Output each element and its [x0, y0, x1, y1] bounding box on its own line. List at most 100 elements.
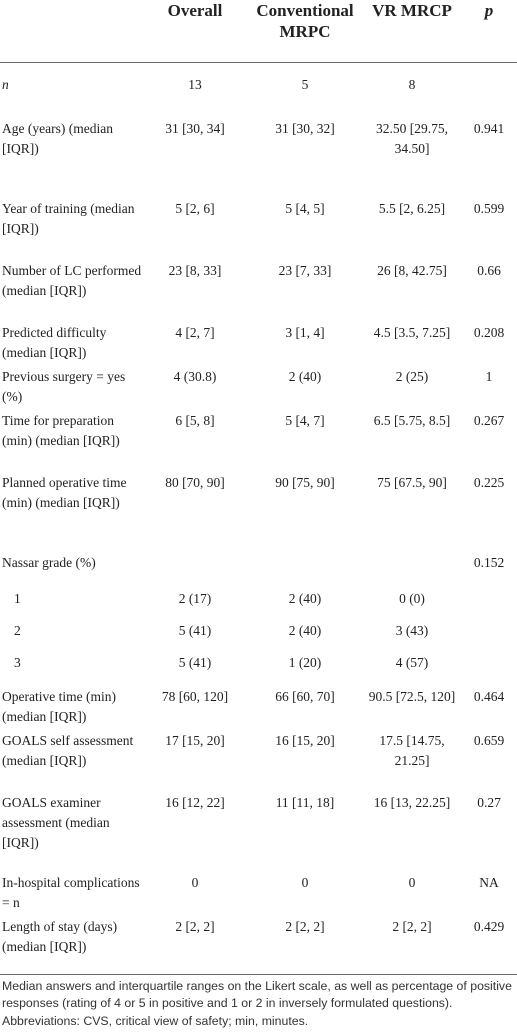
cell-vr: 32.50 [29.75, 34.50]: [376, 121, 448, 156]
cell-p-value: 0.152: [473, 555, 505, 570]
cell-overall: 4 [2, 7]: [175, 325, 215, 340]
cell-p-value: 0.225: [473, 475, 505, 490]
cell-p-value: 1: [485, 369, 493, 384]
row-label: Planned operative time (min) (median [IQ…: [2, 475, 127, 510]
row-label: GOALS self assessment (median [IQR]): [2, 733, 134, 768]
cell-vr: 2 [2, 2]: [392, 919, 432, 934]
cell-conventional: 2 (40): [288, 369, 322, 384]
cell-conventional: [247, 549, 363, 585]
table-row: Number of LC performed (median [IQR]) 23 …: [0, 257, 517, 319]
cell-p-value: 0.464: [473, 689, 505, 704]
cell-conventional: 23 [7, 33]: [278, 263, 332, 278]
row-label: n: [2, 77, 9, 92]
table-body: n 13 5 8 Age (years) (median [IQR]) 31 [30, 3…: [0, 62, 517, 958]
cell-p-value: 0.208: [473, 325, 505, 340]
results-table: Overall Conventional MRPC VR MRCP p n 13 5…: [0, 0, 517, 958]
header-p-value: p: [484, 1, 494, 20]
table-row: Operative time (min) (median [IQR]) 78 [6…: [0, 683, 517, 727]
cell-overall: 6 [5, 8]: [175, 413, 215, 428]
cell-vr: 0 (0): [399, 591, 425, 606]
cell-conventional: 16 [15, 20]: [275, 733, 335, 748]
row-label: Length of stay (days) (median [IQR]): [2, 919, 118, 954]
cell-vr: 4.5 [3.5, 7.25]: [373, 325, 451, 340]
cell-p-value: [461, 63, 517, 116]
cell-vr: 6.5 [5.75, 8.5]: [373, 413, 451, 428]
cell-conventional: 2 (40): [288, 591, 322, 606]
cell-conventional: 11 [11, 18]: [275, 795, 335, 810]
cell-conventional: 5 [4, 7]: [285, 413, 325, 428]
row-label: Operative time (min) (median [IQR]): [2, 689, 116, 724]
cell-conventional: 2 [2, 2]: [285, 919, 325, 934]
cell-vr: 17.5 [14.75, 21.25]: [379, 733, 445, 768]
table-row: 2 5 (41) 2 (40) 3 (43): [0, 617, 517, 649]
cell-conventional: 5 [4, 5]: [285, 201, 325, 216]
row-label: Nassar grade (%): [2, 555, 96, 570]
row-label: In-hospital complications = n: [2, 875, 140, 910]
row-label: 2: [14, 623, 21, 638]
cell-conventional: 0: [301, 875, 309, 890]
cell-vr: 0: [408, 875, 416, 890]
cell-p-value: [461, 617, 517, 649]
row-label: 1: [14, 591, 21, 606]
table-row: Predicted difficulty (median [IQR]) 4 [2,…: [0, 319, 517, 363]
table-row: Year of training (median [IQR]) 5 [2, 6] 5…: [0, 195, 517, 257]
cell-overall: 5 (41): [178, 655, 212, 670]
row-label: Predicted difficulty (median [IQR]): [2, 325, 107, 360]
table-row: Length of stay (days) (median [IQR]) 2 [2…: [0, 913, 517, 957]
cell-p-value: 0.599: [473, 201, 505, 216]
cell-overall: [143, 549, 247, 585]
cell-overall: 16 [12, 22]: [165, 795, 225, 810]
cell-conventional: 1 (20): [288, 655, 322, 670]
table-row: GOALS self assessment (median [IQR]) 17 […: [0, 727, 517, 789]
cell-p-value: [461, 649, 517, 683]
cell-vr: 4 (57): [395, 655, 429, 670]
cell-vr: 90.5 [72.5, 120]: [368, 689, 456, 704]
row-label: Age (years) (median [IQR]): [2, 121, 113, 156]
cell-vr: 2 (25): [395, 369, 429, 384]
cell-overall: 5 [2, 6]: [175, 201, 215, 216]
header-vr-mrcp: VR MRCP: [372, 1, 452, 20]
table-footnotes: Median answers and interquartile ranges …: [2, 978, 515, 1030]
cell-conventional: 5: [301, 77, 309, 92]
cell-conventional: 66 [60, 70]: [275, 689, 335, 704]
cell-conventional: 31 [30, 32]: [275, 121, 335, 136]
row-label: Time for preparation (min) (median [IQR]…: [2, 413, 120, 448]
row-label: Number of LC performed (median [IQR]): [2, 263, 142, 298]
cell-vr: 75 [67.5, 90]: [377, 475, 447, 490]
cell-p-value: 0.429: [473, 919, 505, 934]
cell-conventional: 3 [1, 4]: [285, 325, 325, 340]
row-label: 3: [14, 655, 21, 670]
cell-overall: 80 [70, 90]: [165, 475, 225, 490]
cell-conventional: 2 (40): [288, 623, 322, 638]
cell-overall: 5 (41): [178, 623, 212, 638]
table-row: Previous surgery = yes (%) 4 (30.8) 2 (40)…: [0, 363, 517, 407]
header-conventional-mrpc: Conventional MRPC: [256, 1, 354, 41]
cell-overall: 13: [188, 77, 202, 92]
row-label: Year of training (median [IQR]): [2, 201, 135, 236]
cell-vr: 5.5 [2, 6.25]: [378, 201, 446, 216]
table-row: n 13 5 8: [0, 62, 517, 116]
table-header-row: Overall Conventional MRPC VR MRCP p: [0, 0, 517, 63]
cell-overall: 23 [8, 33]: [168, 263, 222, 278]
table-row: In-hospital complications = n 0 0 0 NA: [0, 869, 517, 913]
table-row: 3 5 (41) 1 (20) 4 (57): [0, 649, 517, 683]
cell-p-value: 0.27: [477, 795, 501, 810]
cell-overall: 78 [60, 120]: [161, 689, 229, 704]
cell-overall: 0: [191, 875, 199, 890]
cell-overall: 31 [30, 34]: [165, 121, 225, 136]
table-row: Age (years) (median [IQR]) 31 [30, 34] 31 …: [0, 115, 517, 195]
cell-overall: 17 [15, 20]: [165, 733, 225, 748]
footnote-abbreviations: Abbreviations: CVS, critical view of saf…: [2, 1014, 309, 1028]
cell-p-value: [461, 585, 517, 617]
table-row: Planned operative time (min) (median [IQ…: [0, 469, 517, 549]
table-row: Time for preparation (min) (median [IQR]…: [0, 407, 517, 469]
footnote-likert: Median answers and interquartile ranges …: [2, 979, 512, 1010]
cell-conventional: 90 [75, 90]: [275, 475, 335, 490]
header-label: [0, 0, 143, 63]
cell-p-value: 0.66: [477, 263, 501, 278]
table-row: Nassar grade (%) 0.152: [0, 549, 517, 585]
cell-p-value: 0.659: [473, 733, 505, 748]
table-row: 1 2 (17) 2 (40) 0 (0): [0, 585, 517, 617]
cell-overall: 2 [2, 2]: [175, 919, 215, 934]
